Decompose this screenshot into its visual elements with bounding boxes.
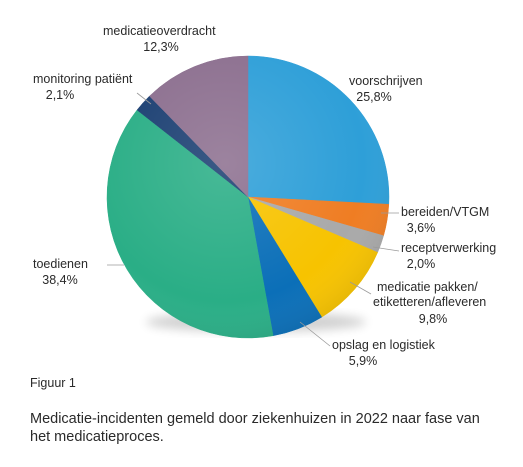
- slice-label-name: medicatieoverdracht: [103, 24, 216, 38]
- leader-line: [372, 246, 400, 252]
- slice-label-name: bereiden/VTGM: [401, 205, 489, 219]
- leader-line: [136, 92, 152, 105]
- slice-label-name: etiketteren/afleveren: [373, 295, 486, 309]
- slice-label-value: 2,1%: [46, 88, 75, 102]
- slice-label-name: receptverwerking: [401, 241, 496, 255]
- slice-label-name: toedienen: [33, 257, 88, 271]
- slice-label-value: 38,4%: [42, 273, 77, 287]
- leader-line: [349, 281, 372, 295]
- slice-label-value: 12,3%: [143, 40, 178, 54]
- slice-label-value: 2,0%: [407, 257, 436, 271]
- slice-label-value: 5,9%: [349, 354, 378, 368]
- pie-slices: [106, 55, 390, 339]
- slice-label-name: monitoring patiënt: [33, 72, 133, 86]
- slice-labels: voorschrijven 25,8% bereiden/VTGM 3,6% recep…: [33, 24, 496, 368]
- figure-number: Figuur 1: [30, 376, 76, 390]
- pie-chart: voorschrijven 25,8% bereiden/VTGM 3,6% recep…: [33, 24, 496, 368]
- leader-line: [299, 321, 331, 347]
- slice-label-value: 3,6%: [407, 221, 436, 235]
- slice-label-value: 9,8%: [419, 312, 448, 326]
- slice-label-value: 25,8%: [356, 90, 391, 104]
- slice-label-name: voorschrijven: [349, 74, 423, 88]
- slice-label-name: medicatie pakken/: [377, 280, 478, 294]
- slice-label-name: opslag en logistiek: [332, 338, 436, 352]
- figure-caption: Medicatie-incidenten gemeld door ziekenh…: [30, 411, 480, 445]
